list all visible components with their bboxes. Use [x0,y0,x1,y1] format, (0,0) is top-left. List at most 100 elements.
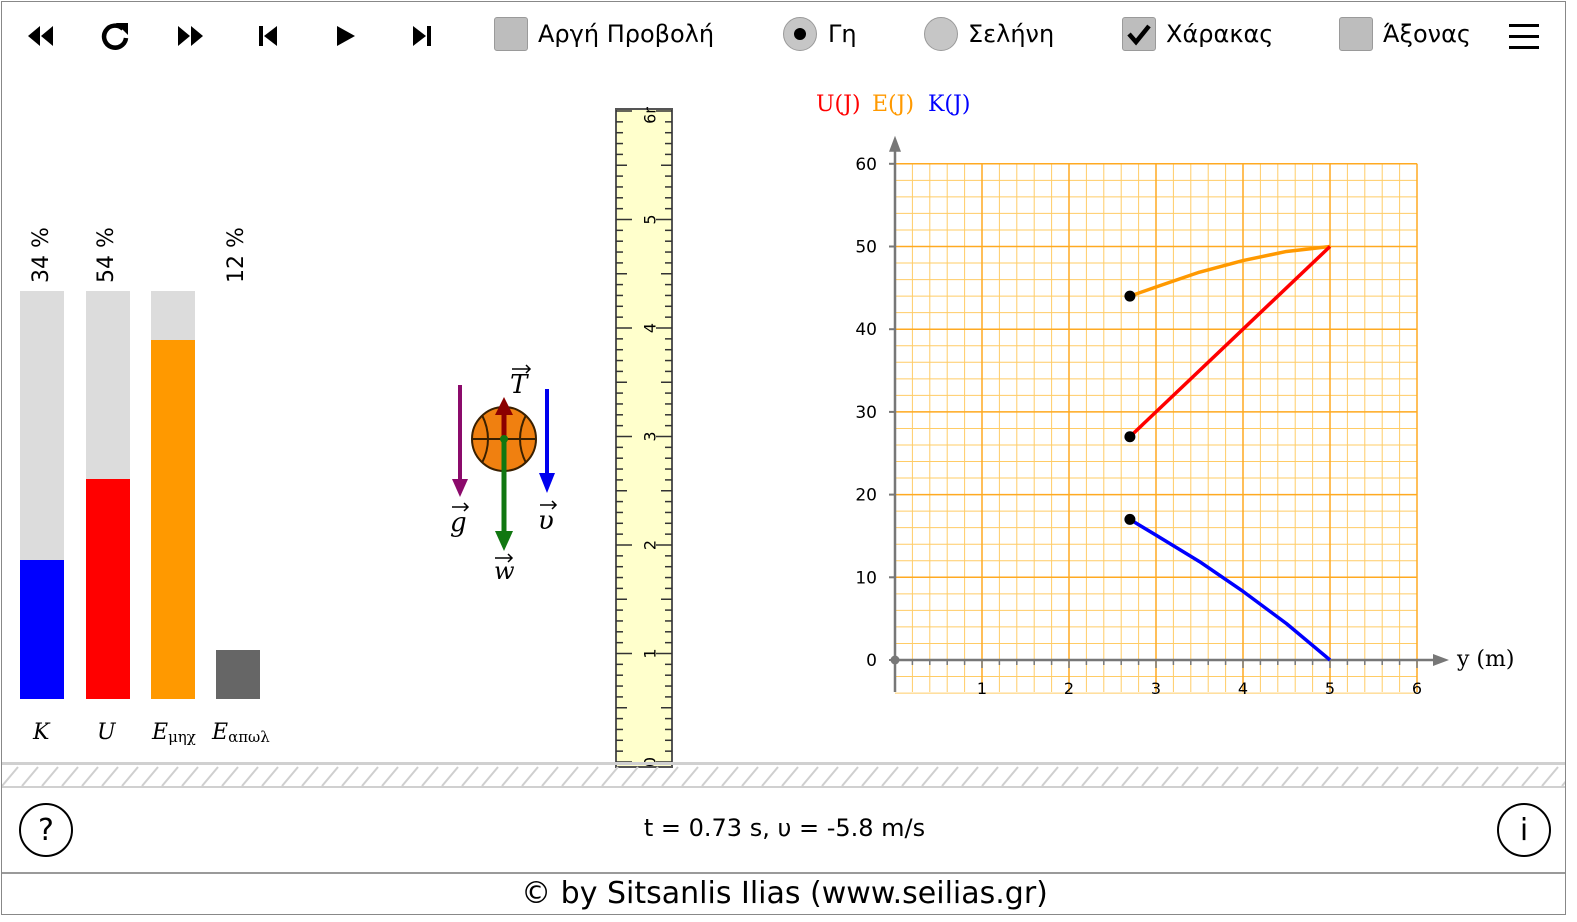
hatch-line [1181,766,1199,787]
menu-button[interactable] [1504,16,1544,56]
ruler-tick-label: 2 [641,540,660,550]
hatch-line [541,766,559,787]
x-tick-label: 1 [977,679,987,698]
hatch-line [501,766,519,787]
axis-label: Άξονας [1383,20,1471,48]
lost-energy-percent: 12 % [224,227,249,283]
hatch-line [681,766,699,787]
x-axis-label: y (m) [1456,647,1514,672]
hatch-line [1121,766,1139,787]
hatch-line [361,766,379,787]
y-tick-label: 30 [855,403,877,423]
gravity-vector [452,385,468,497]
potential-percent: 54 % [94,227,119,283]
hatch-line [121,766,139,787]
footer-credit: © by Sitsanlis Ilias (www.seilias.gr) [2,872,1565,914]
slow-view-checkbox[interactable] [494,17,528,51]
hatch-line [1341,766,1359,787]
hatch-line [461,766,479,787]
hatch-line [1361,766,1379,787]
hatch-line [1301,766,1319,787]
hatch-line [41,766,59,787]
hatch-line [1241,766,1259,787]
ruler-label: Χάρακας [1166,20,1274,48]
hatch-line [921,766,939,787]
info-button[interactable]: i [1497,803,1551,857]
hatch-line [901,766,919,787]
checkmark-icon [1127,24,1151,46]
hatch-line [1201,766,1219,787]
hatch-line [881,766,899,787]
hatch-line [1441,766,1459,787]
hatch-line [1521,766,1539,787]
hatch-line [561,766,579,787]
chart-grid [894,163,1418,694]
hatch-line [841,766,859,787]
kinetic-label: K [33,720,50,745]
fast-forward-icon [178,26,203,46]
fast-forward-button[interactable] [171,16,211,56]
hatch-line [1021,766,1039,787]
hatch-line [21,766,39,787]
chart-axes: 0 10 20 30 40 50 60 1 2 3 4 5 6 y (m) [855,135,1514,698]
hatch-line [1261,766,1279,787]
hatch-line [181,766,199,787]
hatch-line [1101,766,1119,787]
hatch-line [201,766,219,787]
x-tick-label: 5 [1325,679,1335,698]
weight-label: w [494,557,515,585]
hatch-line [821,766,839,787]
earth-label: Γη [828,20,857,48]
hatch-line [1141,766,1159,787]
hamburger-menu-icon [1509,24,1539,49]
rewind-icon [28,26,53,46]
ruler-unit-label: 6m [641,107,660,124]
hatch-line [161,766,179,787]
hatch-line [2,766,19,787]
kinetic-bar-fill [20,560,64,699]
status-readout: t = 0.73 s, υ = -5.8 m/s [643,814,926,842]
ruler-tick-label: 4 [641,323,660,333]
reset-button[interactable] [95,16,135,56]
hatch-line [701,766,719,787]
lost-energy-bar-fill [216,650,260,699]
lost-energy-bar [216,291,260,699]
hatch-line [141,766,159,787]
hatch-line [761,766,779,787]
series-line [1128,245,1332,438]
ruler-checkbox[interactable] [1122,17,1156,51]
x-axis-arrow [1433,654,1449,666]
radio-selected-dot [794,28,806,40]
step-forward-button[interactable] [402,16,442,56]
hatch-line [1501,766,1519,787]
hatch-line [721,766,739,787]
axis-checkbox[interactable] [1339,17,1373,51]
legend-entry: E(J) [872,92,914,117]
hatch-line [1561,780,1565,787]
lost-energy-label: Eαπωλ [212,720,270,746]
ruler-tick-label: 1 [641,648,660,658]
y-tick-label: 20 [855,486,877,506]
ruler-tick-label: 3 [641,431,660,441]
skip-start-button[interactable] [248,16,288,56]
moon-radio[interactable] [924,17,958,51]
skip-start-icon [259,26,277,46]
play-button[interactable] [325,16,365,56]
rewind-button[interactable] [20,16,60,56]
hatch-line [341,766,359,787]
x-tick-label: 2 [1064,679,1074,698]
y-axis-arrow [889,135,901,152]
hatch-line [1461,766,1479,787]
hatch-line [741,766,759,787]
hatch-line [421,766,439,787]
earth-radio[interactable] [783,17,817,51]
hatch-line [781,766,799,787]
help-button[interactable]: ? [19,803,73,857]
slow-view-label: Αργή Προβολή [538,20,715,48]
refresh-icon [101,23,129,50]
hatch-line [1401,766,1419,787]
hatch-line [241,766,259,787]
ground [2,762,1565,788]
